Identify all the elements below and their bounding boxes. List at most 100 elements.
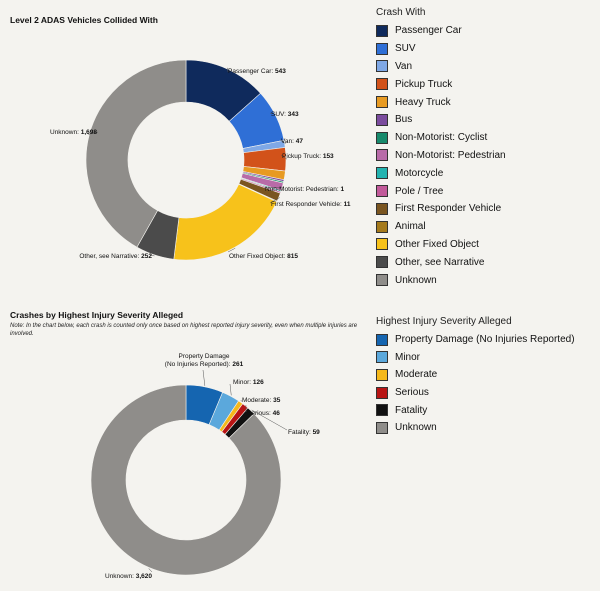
legend-item-property-damage-no-injuries-reported: Property Damage (No Injuries Reported) — [376, 331, 575, 349]
data-label-van: Van: 47 — [281, 138, 303, 145]
legend-item-non-motorist-pedestrian: Non-Motorist: Pedestrian — [376, 147, 506, 165]
legend-label: Heavy Truck — [395, 96, 451, 108]
legend-label: Bus — [395, 114, 413, 126]
legend-swatch — [376, 167, 388, 180]
legend-swatch — [376, 421, 388, 434]
leader-first-responder-vehicle — [269, 197, 280, 204]
legend-item-animal: Animal — [376, 218, 506, 236]
slice-other-fixed-object — [173, 183, 278, 261]
legend-swatch — [376, 220, 388, 233]
slice-unknown — [90, 384, 282, 576]
legend-label: Van — [395, 60, 413, 72]
legend-swatch — [376, 60, 388, 73]
legend-swatch — [376, 202, 388, 215]
leader-pickup-truck — [280, 154, 288, 160]
legend-crash-with: Crash With Passenger Car SUV Van Pickup Tru… — [376, 7, 506, 289]
legend-label: Unknown — [395, 274, 437, 286]
legend-item-minor: Minor — [376, 349, 575, 367]
legend-item-other-fixed-object: Other Fixed Object — [376, 236, 506, 254]
legend-label: Minor — [395, 351, 421, 363]
data-label-serious: Serious: 46 — [247, 410, 280, 417]
legend-title: Crash With — [376, 7, 426, 18]
data-label-pickup-truck: Pickup Truck: 153 — [282, 153, 334, 160]
legend-label: Other, see Narrative — [395, 256, 485, 268]
legend-label: Other Fixed Object — [395, 238, 479, 250]
legend-label: First Responder Vehicle — [395, 203, 502, 215]
data-label-unknown: Unknown: 1,698 — [50, 129, 97, 136]
legend-injury-severity: Highest Injury Severity Alleged Property… — [376, 316, 575, 437]
legend-label: Property Damage (No Injuries Reported) — [395, 334, 575, 346]
legend-item-moderate: Moderate — [376, 366, 575, 384]
legend-item-motorcycle: Motorcycle — [376, 164, 506, 182]
legend-item-unknown: Unknown — [376, 271, 506, 289]
data-label-unknown: Unknown: 3,620 — [105, 573, 152, 580]
legend-item-other-see-narrative: Other, see Narrative — [376, 253, 506, 271]
legend-item-first-responder-vehicle: First Responder Vehicle — [376, 200, 506, 218]
leader-van — [279, 139, 286, 144]
legend-label: Pole / Tree — [395, 185, 444, 197]
legend-item-bus: Bus — [376, 111, 506, 129]
leader-suv — [269, 112, 277, 115]
legend-swatch — [376, 24, 388, 37]
data-label-first-responder-vehicle: First Responder Vehicle: 11 — [271, 201, 351, 208]
legend-item-suv: SUV — [376, 40, 506, 58]
legend-swatch — [376, 333, 388, 346]
legend-label: Moderate — [395, 369, 438, 381]
legend-item-non-motorist-cyclist: Non-Motorist: Cyclist — [376, 129, 506, 147]
legend-item-serious: Serious — [376, 384, 575, 402]
legend-item-heavy-truck: Heavy Truck — [376, 93, 506, 111]
legend-swatch — [376, 256, 388, 269]
legend-item-passenger-car: Passenger Car — [376, 22, 506, 40]
legend-item-van: Van — [376, 58, 506, 76]
legend-swatch — [376, 149, 388, 162]
data-label-non-motorist-pedestrian: Non-Motorist: Pedestrian: 1 — [265, 186, 345, 193]
leader-other-fixed-object — [227, 247, 236, 253]
slice-unknown — [85, 59, 187, 248]
legend-swatch — [376, 404, 388, 417]
leader-unknown — [88, 131, 99, 135]
legend-swatch — [376, 113, 388, 126]
legend-item-fatality: Fatality — [376, 401, 575, 419]
legend-title: Highest Injury Severity Alleged — [376, 316, 512, 327]
leader-unknown — [148, 568, 153, 573]
leader-other-see-narrative — [149, 254, 155, 257]
legend-item-pole-tree: Pole / Tree — [376, 182, 506, 200]
leader-fatality — [251, 409, 288, 431]
leader-passenger-car — [226, 67, 229, 73]
chart1-title: Level 2 ADAS Vehicles Collided With — [10, 15, 158, 25]
legend-swatch — [376, 96, 388, 109]
chart2-note: Note: In the chart below, each crash is … — [10, 323, 358, 337]
data-label-minor: Minor: 126 — [233, 379, 264, 386]
legend-label: Animal — [395, 221, 426, 233]
data-label-fatality: Fatality: 59 — [288, 429, 320, 436]
legend-label: Fatality — [395, 404, 428, 416]
legend-swatch — [376, 131, 388, 144]
chart2-title: Crashes by Highest Injury Severity Alleg… — [10, 310, 184, 320]
legend-swatch — [376, 78, 388, 91]
legend-item-pickup-truck: Pickup Truck — [376, 75, 506, 93]
legend-label: Unknown — [395, 422, 437, 434]
legend-label: Pickup Truck — [395, 78, 453, 90]
legend-label: Non-Motorist: Cyclist — [395, 132, 488, 144]
legend-label: Passenger Car — [395, 25, 462, 37]
data-label-passenger-car: Passenger Car: 543 — [228, 68, 286, 75]
data-label-property-damage-no-injuries-reported: Property Damage (No Injuries Reported): 2… — [165, 353, 244, 368]
legend-swatch — [376, 368, 388, 381]
data-label-other-see-narrative: Other, see Narrative: 252 — [79, 253, 152, 260]
legend-swatch — [376, 185, 388, 198]
data-label-other-fixed-object: Other Fixed Object: 815 — [229, 253, 298, 260]
legend-label: Non-Motorist: Pedestrian — [395, 149, 506, 161]
legend-label: Motorcycle — [395, 167, 444, 179]
legend-swatch — [376, 238, 388, 251]
legend-swatch — [376, 42, 388, 55]
leader-non-motorist-pedestrian — [263, 186, 284, 189]
legend-item-unknown: Unknown — [376, 419, 575, 437]
legend-label: Serious — [395, 387, 429, 399]
legend-swatch — [376, 351, 388, 364]
legend-label: SUV — [395, 43, 416, 55]
data-label-moderate: Moderate: 35 — [242, 397, 281, 404]
legend-swatch — [376, 274, 388, 287]
leader-property-damage-no-injuries-reported — [202, 369, 206, 386]
data-label-suv: SUV: 343 — [271, 111, 299, 118]
